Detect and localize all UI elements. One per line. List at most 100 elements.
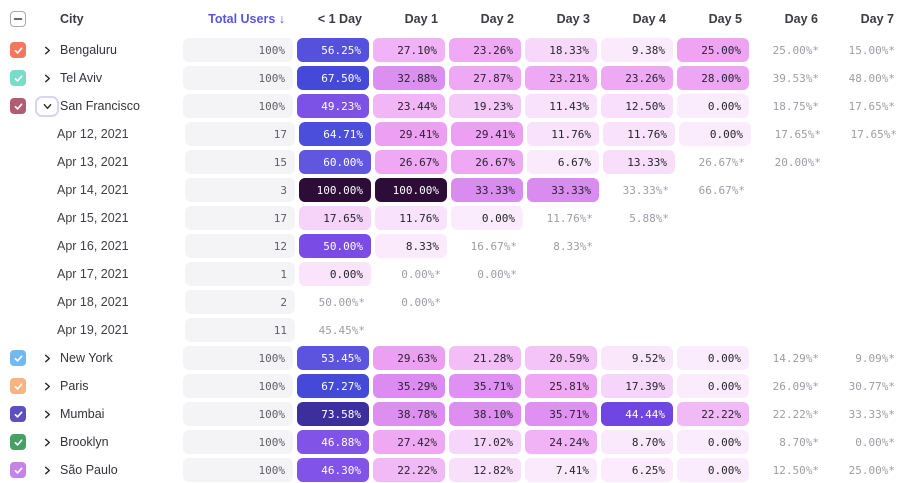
column-header--1-day: < 1 Day — [298, 12, 370, 26]
empty-cell — [603, 262, 675, 286]
retention-cell[interactable]: 13.33% — [603, 150, 675, 174]
column-header-day-2: Day 2 — [450, 12, 522, 26]
retention-cell[interactable]: 26.67% — [451, 150, 523, 174]
retention-cell[interactable]: 11.43% — [525, 94, 597, 118]
retention-cell[interactable]: 18.33% — [525, 38, 597, 62]
retention-cell[interactable]: 7.41% — [525, 458, 597, 482]
retention-cell[interactable]: 20.59% — [525, 346, 597, 370]
retention-cell[interactable]: 11.76% — [375, 206, 447, 230]
retention-cell[interactable]: 23.21% — [525, 66, 597, 90]
retention-cell[interactable]: 50.00% — [299, 234, 371, 258]
row-checkbox[interactable] — [10, 462, 26, 478]
retention-cell[interactable]: 56.25% — [297, 38, 369, 62]
retention-cell[interactable]: 27.87% — [449, 66, 521, 90]
retention-cell[interactable]: 9.38% — [601, 38, 673, 62]
retention-cell[interactable]: 17.39% — [601, 374, 673, 398]
collapse-row-button[interactable] — [35, 95, 59, 117]
retention-cell[interactable]: 0.00% — [677, 94, 749, 118]
expand-row-button[interactable] — [40, 407, 54, 421]
retention-cell[interactable]: 100.00% — [299, 178, 371, 202]
retention-cell[interactable]: 35.29% — [373, 374, 445, 398]
retention-cell[interactable]: 8.70% — [601, 430, 673, 454]
retention-value-estimated: 14.29%* — [772, 351, 819, 365]
retention-cell[interactable]: 8.33% — [375, 234, 447, 258]
empty-cell — [831, 318, 903, 342]
retention-cell[interactable]: 64.71% — [299, 122, 371, 146]
retention-cell[interactable]: 17.65% — [299, 206, 371, 230]
retention-cell[interactable]: 27.10% — [373, 38, 445, 62]
retention-cell[interactable]: 60.00% — [299, 150, 371, 174]
column-header-total-users[interactable]: Total Users ↓ — [183, 12, 293, 26]
retention-cell[interactable]: 33.33% — [527, 178, 599, 202]
retention-cell[interactable]: 27.42% — [373, 430, 445, 454]
row-checkbox[interactable] — [10, 350, 26, 366]
retention-cell[interactable]: 38.78% — [373, 402, 445, 426]
expand-row-button[interactable] — [40, 71, 54, 85]
retention-cell[interactable]: 19.23% — [449, 94, 521, 118]
empty-cell — [831, 178, 903, 202]
retention-cell[interactable]: 9.52% — [601, 346, 673, 370]
retention-cell[interactable]: 0.00% — [677, 346, 749, 370]
retention-cell[interactable]: 6.25% — [601, 458, 673, 482]
retention-cell[interactable]: 46.30% — [297, 458, 369, 482]
retention-cell[interactable]: 11.76% — [527, 122, 599, 146]
retention-cell[interactable]: 73.58% — [297, 402, 369, 426]
retention-cell[interactable]: 0.00% — [677, 458, 749, 482]
retention-cell[interactable]: 46.88% — [297, 430, 369, 454]
retention-value: 100.00% — [316, 183, 363, 197]
row-checkbox[interactable] — [10, 406, 26, 422]
retention-value: 20.59% — [549, 351, 589, 365]
retention-cell[interactable]: 29.41% — [451, 122, 523, 146]
retention-cell[interactable]: 35.71% — [525, 402, 597, 426]
retention-cell[interactable]: 23.26% — [449, 38, 521, 62]
retention-cell[interactable]: 22.22% — [677, 402, 749, 426]
table-row-date: Apr 16, 2021 12 50.00% 8.33% 16.67%* 8.33%* — [0, 232, 920, 260]
retention-cell[interactable]: 22.22% — [373, 458, 445, 482]
retention-cell[interactable]: 24.24% — [525, 430, 597, 454]
retention-cell[interactable]: 11.76% — [603, 122, 675, 146]
retention-cell[interactable]: 32.88% — [373, 66, 445, 90]
retention-cell[interactable]: 44.44% — [601, 402, 673, 426]
retention-value-estimated: 26.09%* — [772, 379, 819, 393]
city-label: New York — [60, 351, 113, 365]
row-checkbox[interactable] — [10, 42, 26, 58]
retention-cell[interactable]: 25.00% — [677, 38, 749, 62]
retention-cell[interactable]: 0.00% — [677, 374, 749, 398]
retention-cell[interactable]: 29.63% — [373, 346, 445, 370]
retention-cell[interactable]: 53.45% — [297, 346, 369, 370]
expand-row-button[interactable] — [40, 379, 54, 393]
retention-cell[interactable]: 67.50% — [297, 66, 369, 90]
retention-cell[interactable]: 38.10% — [449, 402, 521, 426]
row-checkbox[interactable] — [10, 434, 26, 450]
retention-cell[interactable]: 25.81% — [525, 374, 597, 398]
row-checkbox[interactable] — [10, 378, 26, 394]
row-checkbox[interactable] — [10, 70, 26, 86]
retention-cell[interactable]: 35.71% — [449, 374, 521, 398]
select-all-checkbox[interactable] — [10, 11, 26, 27]
retention-cell[interactable]: 29.41% — [375, 122, 447, 146]
retention-cell[interactable]: 100.00% — [375, 178, 447, 202]
total-users-cell: 100% — [183, 66, 293, 90]
expand-row-button[interactable] — [40, 351, 54, 365]
retention-cell[interactable]: 17.02% — [449, 430, 521, 454]
retention-value-estimated: 15.00%* — [848, 43, 895, 57]
retention-cell[interactable]: 21.28% — [449, 346, 521, 370]
retention-cell[interactable]: 0.00% — [679, 122, 751, 146]
retention-cell[interactable]: 0.00% — [299, 262, 371, 286]
retention-cell[interactable]: 23.44% — [373, 94, 445, 118]
retention-cell[interactable]: 26.67% — [375, 150, 447, 174]
retention-cell[interactable]: 0.00% — [451, 206, 523, 230]
expand-row-button[interactable] — [40, 43, 54, 57]
retention-cell[interactable]: 12.82% — [449, 458, 521, 482]
retention-cell[interactable]: 0.00% — [677, 430, 749, 454]
retention-cell[interactable]: 49.23% — [297, 94, 369, 118]
retention-cell[interactable]: 23.26% — [601, 66, 673, 90]
expand-row-button[interactable] — [40, 435, 54, 449]
row-checkbox[interactable] — [10, 98, 26, 114]
expand-row-button[interactable] — [40, 463, 54, 477]
retention-cell[interactable]: 12.50% — [601, 94, 673, 118]
retention-cell[interactable]: 6.67% — [527, 150, 599, 174]
retention-cell[interactable]: 28.00% — [677, 66, 749, 90]
retention-cell[interactable]: 67.27% — [297, 374, 369, 398]
retention-cell[interactable]: 33.33% — [451, 178, 523, 202]
